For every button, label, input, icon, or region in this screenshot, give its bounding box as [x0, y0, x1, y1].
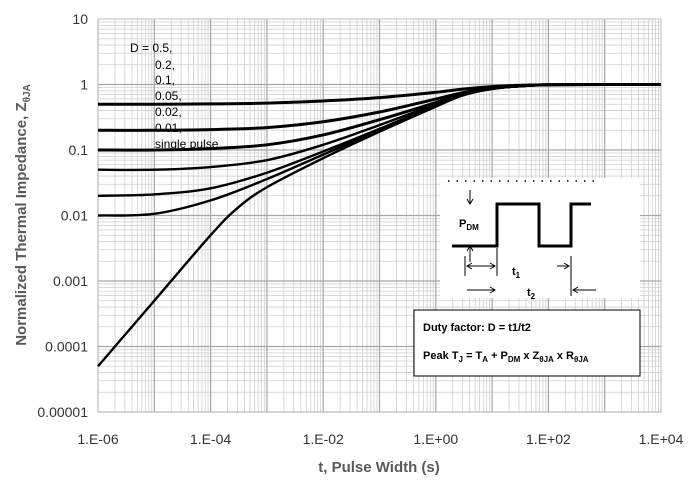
pulse-waveform [452, 202, 591, 248]
pdm-label: PDM [459, 218, 479, 232]
duty-factor-text: Duty factor: D = t1/t2 [423, 322, 531, 334]
t1-arrow-head-left [466, 262, 473, 270]
y-tick-label: 10 [72, 11, 88, 27]
series-line-single-pulse [97, 83, 662, 368]
legend: D = 0.5, 0.2, 0.1, 0.05, 0.02, 0.01, sin… [130, 41, 219, 151]
legend-entry-d05: D = 0.5, [130, 41, 172, 55]
y-axis-title-main: Normalized Thermal Impedance, Z [13, 102, 30, 345]
peak-formula-text: Peak TJ = TA + PDM x ZθJA x RθJA [423, 350, 589, 364]
pulse-waveform-inset: PDM t1 t2 [440, 178, 640, 301]
x-tick-label: 1.E+02 [526, 431, 571, 447]
y-axis-title: Normalized Thermal Impedance, ZθJA [13, 84, 33, 346]
legend-entry-d002: 0.02, [155, 105, 182, 119]
x-tick-label: 1.E-06 [77, 431, 118, 447]
legend-entry-d005: 0.05, [155, 89, 182, 103]
y-axis-title-sub: θJA [22, 84, 33, 102]
t2-label: t2 [527, 287, 536, 301]
x-tick-labels: 1.E-06 1.E-04 1.E-02 1.E+00 1.E+02 1.E+04 [77, 431, 683, 447]
x-axis-title: t, Pulse Width (s) [318, 459, 440, 476]
y-tick-label: 0.01 [61, 208, 88, 224]
t1-arrow-head-right [489, 262, 496, 270]
t2-arrow-head-right [572, 286, 579, 294]
formula-box-frame [413, 309, 641, 377]
y-tick-labels: 10 1 0.1 0.01 0.001 0.0001 0.00001 [37, 11, 88, 420]
y-tick-label: 0.00001 [37, 404, 88, 420]
legend-entry-d001: 0.01, [155, 121, 182, 135]
t1-label: t1 [512, 266, 521, 280]
x-tick-label: 1.E-04 [190, 431, 231, 447]
series-layer [97, 82, 662, 368]
formula-box: Duty factor: D = t1/t2 Peak TJ = TA + PD… [413, 309, 641, 377]
pdm-arrow-top-head [466, 198, 474, 205]
x-tick-label: 1.E+04 [639, 431, 684, 447]
y-tick-label: 0.1 [69, 142, 89, 158]
x-tick-label: 1.E+00 [413, 431, 458, 447]
pdm-arrow-bottom-head [466, 245, 474, 252]
y-tick-label: 0.0001 [45, 339, 88, 355]
y-tick-label: 0.001 [53, 273, 88, 289]
x-tick-label: 1.E-02 [303, 431, 344, 447]
legend-entry-d01: 0.1, [155, 73, 175, 87]
t2-arrow-head-left [489, 286, 496, 294]
legend-entry-d02: 0.2, [155, 58, 175, 72]
y-tick-label: 1 [80, 77, 88, 93]
t2-top-arrow-head [563, 262, 570, 270]
legend-entry-single-pulse: single pulse [155, 137, 219, 151]
